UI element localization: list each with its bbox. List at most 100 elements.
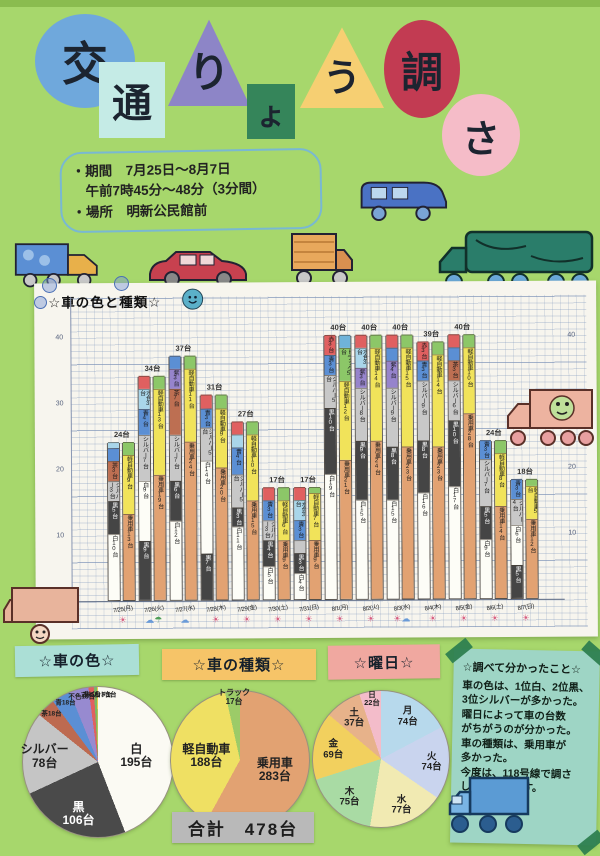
bar-segment	[432, 340, 444, 355]
bar-group: 40台白19台 黒10台 シルバー5台 青3台 赤3台 乗用車21台 軽自動車12台 トラック…	[323, 296, 355, 624]
bar-segment: トラック5台	[339, 348, 351, 382]
pink-truck-frog-doodle	[504, 384, 596, 448]
bar-segment	[231, 434, 243, 448]
pie-slice-label: 茶18台	[41, 710, 62, 718]
bar-group: 40台 白17台 黒10台 シルバー6台 茶3台 乗用車28台 軽自動車10台 8/5(金) ☀	[447, 295, 479, 623]
bar-segment: 青3台	[511, 479, 523, 499]
bar-segment	[122, 441, 134, 455]
bar-segment: 軽自動車10台	[463, 347, 475, 414]
blue-truck-bottom-doodle	[446, 768, 532, 846]
pie-slice-label: 不色18台	[68, 693, 96, 701]
bar-segment: 青3台	[294, 519, 306, 540]
bar-segment: 軽自動車6台	[278, 500, 290, 540]
bar-segment	[263, 487, 275, 501]
bar-segment: 白12台	[170, 520, 182, 600]
bar-segment: シルバー5台	[324, 374, 336, 408]
bar-segment	[339, 334, 351, 349]
bar-segment	[246, 421, 258, 435]
pink-truck-smiley-doodle	[2, 584, 86, 646]
bar-total-label: 39台	[423, 328, 440, 339]
title-char-shape: り	[168, 19, 250, 106]
bar-segment: 軽自動車9台	[215, 408, 228, 468]
pie-color-header: ☆車の色☆	[14, 643, 140, 678]
bar-total-label: 34台	[144, 363, 161, 373]
bar-segment	[355, 334, 367, 348]
car-color-bar: 白4台 黒3台 青3台 水色3台	[293, 486, 307, 601]
stamp-doodle	[114, 276, 129, 291]
bar-segment: 白11台	[232, 526, 244, 600]
bar-segment: 水色3台	[294, 500, 306, 520]
bar-total-label: 37台	[175, 343, 192, 353]
car-type-bar: 乗用車9台 軽自動車6台	[277, 486, 291, 601]
bar-segment: 黒7台	[201, 553, 213, 600]
pie-slice-label: 水 77台	[391, 794, 412, 816]
bar-segment: 乗用車28台	[463, 413, 476, 599]
car-color-bar: 白9台 黒5台 シルバー7台 青3台	[478, 439, 493, 600]
y-axis-tick: 10	[56, 532, 65, 540]
bar-group: 24台 白10台 黒5台 シルバー3台 茶3台 乗用車13台 軽自動車9台 7/25(月) ☀	[106, 297, 138, 625]
bar-group: 40台 白15台 黒8台 シルバー9台 紫4台 乗用車23台 軽自動車15台 8/3(水) ☀☁	[385, 295, 417, 624]
pie-slice-label: ゴールド1台	[80, 691, 117, 699]
bar-segment: 軽自動車13台	[153, 388, 166, 475]
pie-slice-label: 白 195台	[120, 741, 153, 770]
pie-slice-label: 火 74台	[421, 751, 442, 773]
bar-segment: 黒5台	[108, 501, 120, 535]
bar-segment: 乗用車23台	[401, 446, 414, 599]
car-type-bar: 乗用車20台 軽自動車9台	[214, 394, 229, 601]
bar-segment	[215, 394, 227, 409]
bar-group: 17台 白4台 黒3台 青3台 水色3台 乗用車9台 軽自動車7台 7/31(日) ☀	[292, 296, 324, 624]
title-char-shape: ょ	[247, 84, 295, 139]
bar-segment: シルバー3台	[108, 481, 120, 502]
car-color-bar: 白16台 黒8台 シルバー9台 青3台 赤3台	[416, 341, 431, 600]
bar-segment: 乗用車20台	[216, 467, 228, 600]
bar-segment: 乗用車21台	[340, 460, 352, 599]
bar-segment: 白16台	[418, 492, 430, 599]
title-char: 通	[112, 82, 152, 126]
info-place: ・場所 明新公民館前	[72, 202, 208, 220]
bar-segment	[370, 334, 382, 348]
bar-segment	[107, 448, 120, 462]
bar-segment: シルバー8台	[355, 387, 367, 441]
car-color-bar: 黒7台 白14台 シルバー5台 青3台	[199, 394, 214, 601]
bar-segment	[153, 375, 165, 389]
weather-icon: ☀	[521, 612, 530, 623]
bar-segment: 茶3台	[448, 360, 460, 381]
pie-chart-car-colors: 白 195台黒 106台 シルバー 78台 茶18台 青18台 不色18台 赤5台 みどり3台 ゴー…	[20, 686, 174, 838]
bar-segment: 白10台	[108, 534, 120, 601]
title-char: り	[187, 49, 230, 96]
pie-type-header: ☆車の種類☆	[162, 649, 316, 680]
bar-segment: 乗用車24台	[370, 440, 383, 599]
car-color-bar: 白19台 黒10台 シルバー5台 青3台 赤3台	[323, 334, 338, 600]
pie-slice-label: 赤5台	[84, 691, 101, 699]
bar-segment: 青3台	[263, 500, 275, 521]
bar-segment: シルバー6台	[448, 380, 460, 421]
car-color-bar: 黒5台 白6台 シルバー4台 青3台	[510, 479, 524, 599]
car-type-bar: 乗用車21台 軽自動車12台 トラック5台	[338, 334, 353, 600]
bar-segment	[448, 347, 460, 361]
tape-doodle	[577, 829, 600, 856]
y-axis-tick: 20	[56, 466, 64, 474]
bar-total-label: 40台	[330, 322, 347, 332]
weather-icon: ☀	[242, 614, 251, 625]
bar-segment: 軽自動車11台	[184, 368, 196, 442]
weather-icon: ☀	[118, 614, 127, 626]
bar-segment: 軽自動車5台	[526, 485, 538, 519]
car-color-bar: 白15台 黒8台 シルバー9台 紫4台	[385, 334, 400, 600]
bar-segment	[294, 486, 306, 501]
pie-slice-label: シルバー 78台	[20, 742, 69, 770]
bar-segment: 乗用車14台	[495, 505, 507, 599]
bar-segment	[386, 347, 398, 362]
bar-total-label: 40台	[454, 322, 471, 332]
total-count-card: 合計 478台	[172, 812, 314, 843]
bar-segment: 乗用車12台	[526, 518, 538, 598]
pie-slice-label: 青18台	[55, 699, 76, 707]
weather-icon: ☀	[366, 613, 375, 624]
bar-segment: 乗用車19台	[154, 474, 166, 600]
bar-group: 40台 白15台 黒9台 シルバー8台 紫3台 水色3台 乗用車24台 軽自動車14台 8/2(…	[354, 296, 386, 624]
bar-segment: 軽自動車15台	[401, 347, 413, 447]
car-type-bar: 乗用車24台 軽自動車11台	[183, 355, 198, 601]
bar-segment: 軽自動車7台	[309, 493, 321, 540]
bar-segment: 青3台	[417, 360, 429, 381]
bar-segment: シルバー4台	[511, 498, 523, 526]
car-type-bar: 乗用車12台 軽自動車5台	[525, 479, 539, 599]
